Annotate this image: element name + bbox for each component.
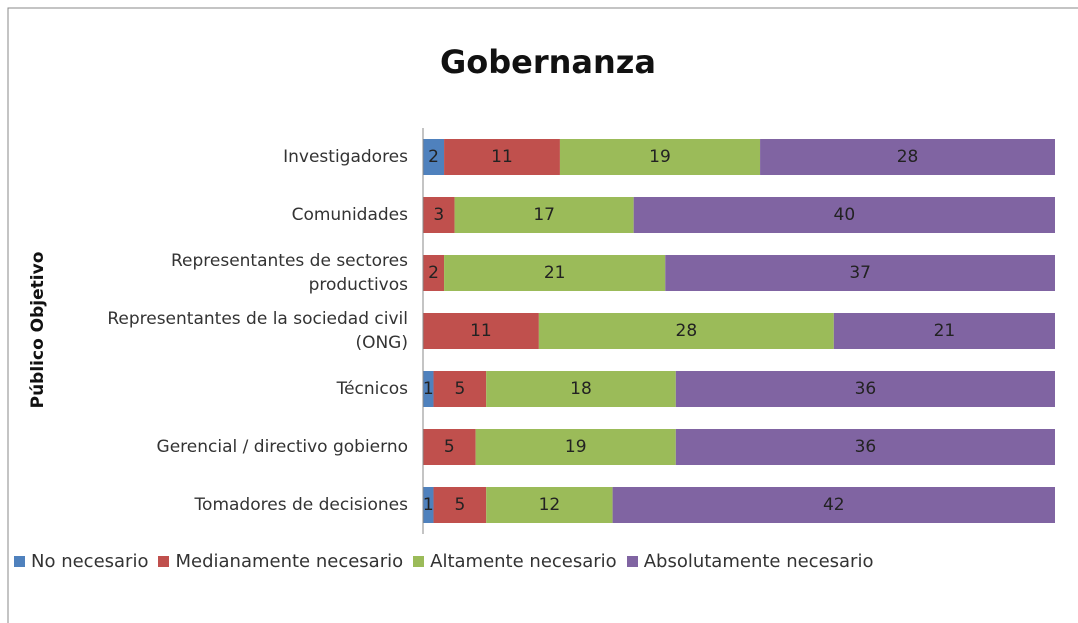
bar-segment bbox=[665, 255, 1055, 291]
data-label: 11 bbox=[491, 147, 513, 167]
bar-segment bbox=[454, 197, 634, 233]
legend-label: Medianamente necesario bbox=[175, 551, 404, 572]
data-label: 3 bbox=[433, 205, 444, 225]
data-label: 11 bbox=[470, 321, 492, 341]
data-label: 21 bbox=[544, 263, 566, 283]
data-label: 28 bbox=[897, 147, 919, 167]
y-tick-label: Representantes de la sociedad civil (ONG… bbox=[107, 309, 408, 353]
data-label: 19 bbox=[649, 147, 671, 167]
data-label: 5 bbox=[444, 437, 455, 457]
bar-segment bbox=[423, 313, 539, 349]
legend-swatch bbox=[158, 556, 170, 567]
data-label: 28 bbox=[676, 321, 698, 341]
bar-segment bbox=[423, 255, 445, 291]
bar-segment bbox=[538, 313, 834, 349]
y-tick-label: Representantes de sectores productivos bbox=[170, 251, 408, 295]
legend-swatch bbox=[14, 556, 25, 567]
bar-segment bbox=[675, 429, 1055, 465]
bar-segment bbox=[633, 197, 1055, 233]
legend-item: Absolutamente necesario bbox=[626, 551, 874, 572]
bar-segment bbox=[423, 487, 434, 523]
legend-label: Absolutamente necesario bbox=[643, 551, 874, 572]
data-label: 1 bbox=[423, 495, 434, 515]
y-tick-label: Tomadores de decisiones bbox=[194, 495, 408, 515]
data-label: 1 bbox=[423, 379, 434, 399]
legend-swatch bbox=[626, 556, 638, 567]
legend-swatch bbox=[413, 556, 425, 567]
data-label: 18 bbox=[570, 379, 592, 399]
data-label: 42 bbox=[823, 495, 845, 515]
legend-item: Altamente necesario bbox=[413, 551, 617, 572]
data-label: 40 bbox=[834, 205, 856, 225]
legend: No necesario Medianamente necesario Altame… bbox=[14, 551, 873, 572]
data-label: 12 bbox=[539, 495, 561, 515]
y-axis-label: Público Objetivo bbox=[28, 252, 48, 409]
bar-segment bbox=[612, 487, 1055, 523]
data-label: 21 bbox=[934, 321, 956, 341]
bar-segment bbox=[423, 139, 445, 175]
bar-segment bbox=[833, 313, 1055, 349]
data-label: 5 bbox=[454, 379, 465, 399]
y-tick-label: Comunidades bbox=[291, 205, 408, 225]
legend-label: Altamente necesario bbox=[430, 551, 617, 572]
bar-segment bbox=[486, 371, 676, 407]
bar-segment bbox=[444, 139, 560, 175]
legend-label: No necesario bbox=[31, 551, 149, 572]
data-label: 17 bbox=[533, 205, 555, 225]
y-tick-label: Gerencial / directivo gobierno bbox=[156, 437, 408, 457]
bar-segment bbox=[423, 429, 476, 465]
chart-border bbox=[7, 7, 1078, 623]
bar-segment bbox=[423, 371, 434, 407]
bar-segment bbox=[433, 371, 487, 407]
bar-segment bbox=[486, 487, 613, 523]
data-label: 36 bbox=[855, 379, 877, 399]
bar-segment bbox=[760, 139, 1055, 175]
data-label: 36 bbox=[855, 437, 877, 457]
data-label: 5 bbox=[454, 495, 465, 515]
data-label: 2 bbox=[428, 147, 439, 167]
y-tick-label: Investigadores bbox=[283, 147, 408, 167]
data-label: 19 bbox=[565, 437, 587, 457]
y-tick-label: Técnicos bbox=[336, 379, 408, 399]
data-label: 2 bbox=[428, 263, 439, 283]
bar-segment bbox=[559, 139, 761, 175]
data-label: 37 bbox=[849, 263, 871, 283]
bar-segment bbox=[675, 371, 1055, 407]
chart-title: Gobernanza bbox=[440, 43, 656, 81]
legend-item: Medianamente necesario bbox=[158, 551, 403, 572]
bar-segment bbox=[444, 255, 666, 291]
bar-segment bbox=[423, 197, 455, 233]
bar-segment bbox=[433, 487, 487, 523]
legend-item: No necesario bbox=[14, 551, 148, 572]
bar-segment bbox=[475, 429, 676, 465]
